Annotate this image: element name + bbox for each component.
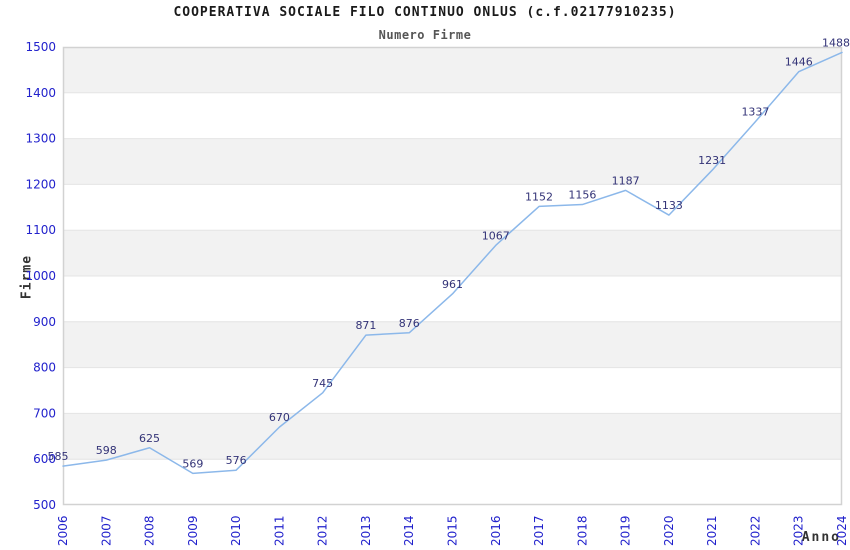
- x-tick-label: 2012: [316, 515, 330, 546]
- x-tick-label: 2018: [575, 515, 589, 546]
- y-tick-label: 900: [33, 315, 56, 329]
- point-label: 1156: [568, 189, 596, 202]
- point-label: 585: [48, 450, 69, 463]
- x-tick-label: 2011: [272, 515, 286, 546]
- point-label: 670: [269, 411, 290, 424]
- point-label: 576: [226, 454, 247, 467]
- point-label: 1187: [612, 174, 640, 187]
- point-label: 1231: [698, 154, 726, 167]
- point-label: 1488: [822, 36, 850, 49]
- x-tick-label: 2022: [748, 515, 762, 546]
- point-label: 1067: [482, 229, 510, 242]
- x-tick-label: 2006: [56, 515, 70, 546]
- y-tick-label: 700: [33, 406, 56, 420]
- plot-band: [63, 138, 842, 185]
- point-label: 871: [355, 319, 376, 332]
- y-tick-label: 1500: [25, 40, 56, 54]
- y-tick-label: 1300: [25, 132, 56, 146]
- point-label: 1133: [655, 199, 683, 212]
- plot-band: [63, 92, 842, 139]
- data-line: [62, 51, 843, 475]
- y-tick-label: 600: [33, 452, 56, 466]
- x-tick-label: 2021: [705, 515, 719, 546]
- x-tick-label: 2009: [186, 515, 200, 546]
- x-tick-label: 2013: [359, 515, 373, 546]
- point-label: 961: [442, 278, 463, 291]
- x-axis-title: Anno: [801, 530, 841, 545]
- x-tick-label: 2024: [835, 515, 849, 546]
- x-tick-label: 2016: [489, 515, 503, 546]
- chart-title: COOPERATIVA SOCIALE FILO CONTINUO ONLUS …: [173, 5, 677, 20]
- y-tick-label: 1400: [25, 86, 56, 100]
- plot-band: [63, 276, 842, 322]
- x-tick-label: 2014: [402, 515, 416, 546]
- x-tick-label: 2010: [229, 515, 243, 546]
- x-tick-label: 2020: [662, 515, 676, 546]
- y-tick-label: 1100: [25, 223, 56, 237]
- point-label: 1152: [525, 190, 553, 203]
- plot-band: [63, 321, 842, 368]
- x-tick-label: 2015: [446, 515, 460, 546]
- y-tick-label: 1200: [25, 177, 56, 191]
- plot-band: [63, 230, 842, 276]
- y-tick-label: 500: [33, 498, 56, 512]
- plot-band: [63, 184, 842, 231]
- y-tick-label: 800: [33, 361, 56, 375]
- plot-band: [63, 459, 842, 505]
- point-label: 625: [139, 432, 160, 445]
- x-tick-label: 2023: [792, 515, 806, 546]
- plot-band: [63, 367, 842, 414]
- plot-band: [63, 47, 842, 93]
- point-label: 1446: [785, 56, 813, 69]
- point-label: 569: [182, 457, 203, 470]
- point-label: 876: [399, 317, 420, 330]
- x-tick-label: 2008: [143, 515, 157, 546]
- chart-subtitle: Numero Firme: [378, 28, 472, 42]
- y-tick-label: 1000: [25, 269, 56, 283]
- x-tick-label: 2007: [99, 515, 113, 546]
- point-label: 1337: [741, 106, 769, 119]
- plot-border: [62, 46, 843, 506]
- point-label: 598: [96, 444, 117, 457]
- x-tick-label: 2017: [532, 515, 546, 546]
- x-tick-label: 2019: [619, 515, 633, 546]
- plot-band: [63, 413, 842, 460]
- point-label: 745: [312, 377, 333, 390]
